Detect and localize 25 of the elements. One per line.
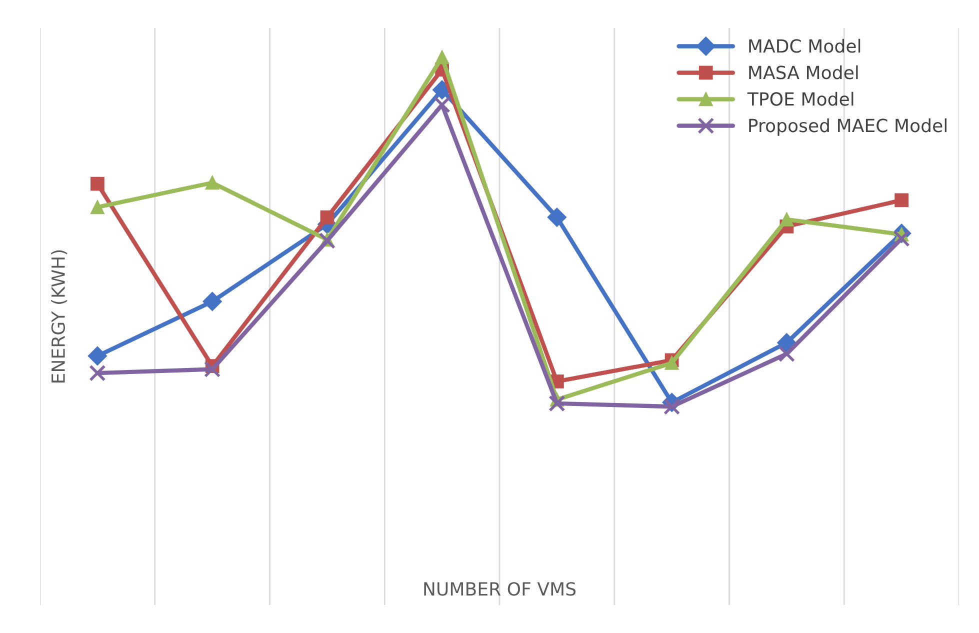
- point: [204, 360, 221, 378]
- point: [202, 292, 222, 312]
- legend-label: MADC Model: [749, 38, 860, 53]
- point: [780, 212, 794, 226]
- point: [320, 210, 334, 224]
- point: [777, 333, 796, 352]
- point: [90, 200, 104, 214]
- point: [778, 346, 796, 362]
- point: [893, 230, 910, 247]
- point: [205, 176, 220, 190]
- point: [90, 176, 104, 191]
- legend-label: Proposed MAEC Model: [749, 118, 946, 136]
- point: [547, 208, 566, 227]
- point: [435, 50, 450, 64]
- point: [89, 364, 106, 382]
- point: [88, 346, 107, 366]
- point: [894, 193, 909, 208]
- legend-label: MASA Model: [749, 65, 858, 80]
- point: [663, 398, 680, 415]
- point: [548, 395, 566, 412]
- point: [664, 356, 679, 370]
- point: [434, 96, 450, 114]
- text: NUMBER OF VMS: [424, 582, 576, 596]
- y-axis-title: ENERGY (KWH): [51, 250, 68, 382]
- legend-label: TPOE Model: [747, 92, 854, 106]
